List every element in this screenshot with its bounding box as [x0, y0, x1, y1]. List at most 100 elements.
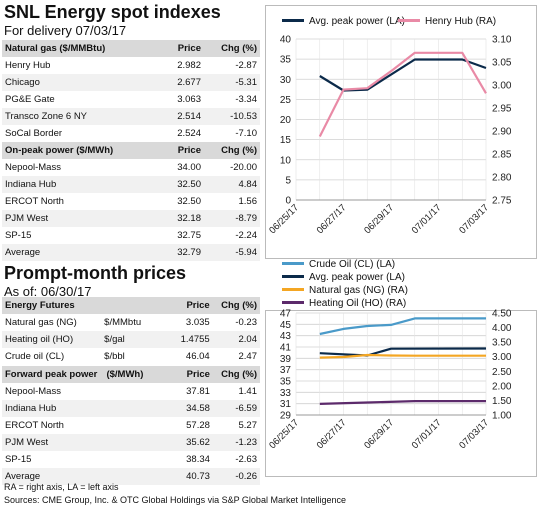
energy-row-cell: 3.035 — [185, 317, 210, 328]
forward-row-header-cell: ($/MWh) — [103, 366, 166, 383]
power-row-cell: ERCOT North — [5, 196, 64, 207]
prompt-chart-frame — [265, 310, 537, 477]
power-row-cell: SP-15 — [5, 230, 32, 241]
gas-row-header-cell: Natural gas ($/MMBtu) — [2, 40, 148, 57]
gas-row-cell: -5.31 — [204, 74, 260, 91]
legend-label: Heating Oil (HO) (RA) — [309, 298, 406, 309]
power-row-cell: 32.79 — [148, 244, 204, 261]
gas-row-cell: -3.34 — [235, 94, 257, 105]
right-tick-label: 4.50 — [492, 309, 512, 320]
right-tick-label: 3.05 — [492, 58, 512, 69]
spot-chart-frame — [265, 5, 537, 259]
power-row-cell: -20.00 — [230, 162, 257, 173]
left-tick-label: 41 — [280, 343, 292, 354]
power-row-cell: -2.24 — [235, 230, 257, 241]
x-tick-label: 06/27/17 — [315, 417, 349, 451]
right-tick-label: 3.10 — [492, 35, 512, 46]
right-tick-label: 2.00 — [492, 381, 512, 392]
forward-row-cell: -2.63 — [235, 454, 257, 465]
left-tick-label: 47 — [280, 309, 292, 320]
gas-row: SoCal Border 2.524 -7.10 — [2, 125, 260, 142]
left-tick-label: 35 — [280, 55, 292, 66]
forward-row-cell: -1.23 — [212, 434, 260, 451]
right-tick-label: 2.90 — [492, 127, 512, 138]
forward-row-cell: -0.26 — [212, 468, 260, 485]
forward-row-cell: SP-15 — [5, 454, 32, 465]
forward-row-cell: 5.27 — [238, 420, 258, 431]
left-tick-label: 10 — [280, 155, 292, 166]
energy-row-header-cell: Energy Futures — [2, 297, 102, 314]
gas-row-cell: -10.53 — [204, 108, 260, 125]
forward-row-cell: 57.28 — [186, 420, 210, 431]
forward-row: Nepool-Mass 37.81 1.41 — [2, 383, 260, 400]
energy-row-cell: $/gal — [101, 331, 165, 348]
right-tick-label: 3.00 — [492, 352, 512, 363]
energy-row-header-cell — [101, 297, 165, 314]
power-row-cell: 4.84 — [204, 176, 260, 193]
left-tick-label: 29 — [280, 411, 292, 422]
right-tick-label: 2.75 — [492, 196, 512, 207]
right-tick-label: 4.00 — [492, 323, 512, 334]
power-row-cell: Nepool-Mass — [5, 162, 61, 173]
series-line — [319, 353, 486, 359]
power-row-cell: 32.50 — [148, 176, 204, 193]
gas-row-cell: SoCal Border — [5, 128, 63, 139]
left-tick-label: 30 — [280, 75, 292, 86]
left-tick-label: 40 — [280, 35, 292, 46]
left-tick-label: 31 — [280, 399, 292, 410]
power-row-cell: 32.18 — [148, 210, 204, 227]
energy-row-cell: -0.23 — [235, 317, 257, 328]
gas-row-cell: Chicago — [2, 74, 148, 91]
gas-row: PG&E Gate 3.063 -3.34 — [2, 91, 260, 108]
gas-row: Transco Zone 6 NY 2.514 -10.53 — [2, 108, 260, 125]
x-tick-label: 06/25/17 — [267, 417, 301, 451]
gas-row-header-cell: Chg (%) — [204, 40, 260, 57]
legend-label: Avg. peak power (LA) — [309, 272, 405, 283]
left-tick-label: 35 — [280, 377, 292, 388]
gas-row-cell: Henry Hub — [5, 60, 51, 71]
series-line — [319, 400, 486, 405]
power-row-cell: 32.50 — [177, 196, 201, 207]
forward-row-cell: -6.59 — [212, 400, 260, 417]
energy-row-cell: Natural gas (NG) — [5, 317, 77, 328]
forward-row: PJM West 35.62 -1.23 — [2, 434, 260, 451]
series-line — [319, 317, 486, 336]
series-line — [318, 51, 487, 137]
forward-row-cell: ERCOT North — [5, 420, 64, 431]
forward-row: SP-15 38.34 -2.63 — [2, 451, 260, 468]
spot-power-table: On-peak power ($/MWh) Price Chg (%) Nepool-… — [2, 142, 260, 261]
forward-row-cell: 1.41 — [238, 386, 258, 397]
energy-row-header-cell: Chg (%) — [212, 297, 260, 314]
energy-row-cell: $/MMbtu — [104, 317, 142, 328]
forward-row-cell: Nepool-Mass — [5, 386, 61, 397]
gas-row: Chicago 2.677 -5.31 — [2, 74, 260, 91]
power-row-header: On-peak power ($/MWh) Price Chg (%) — [2, 142, 260, 159]
x-tick-label: 07/01/17 — [410, 417, 444, 451]
right-tick-label: 1.50 — [492, 396, 512, 407]
spot-gas-table: Natural gas ($/MMBtu) Price Chg (%) Henry H… — [2, 40, 260, 142]
gas-row-cell: 2.524 — [177, 128, 201, 139]
forward-row-header-cell: Forward peak power — [2, 366, 104, 383]
energy-row-cell: 46.04 — [185, 351, 210, 362]
energy-row-cell: 1.4755 — [164, 331, 213, 348]
left-tick-label: 45 — [280, 320, 292, 331]
forward-row-header-cell: Chg (%) — [212, 366, 260, 383]
power-row: Average 32.79 -5.94 — [2, 244, 260, 261]
energy-row-cell: Heating oil (HO) — [2, 331, 102, 348]
gas-row-cell: -2.87 — [235, 60, 257, 71]
forward-row-cell — [103, 468, 166, 485]
gas-row-header-cell: Price — [148, 40, 204, 57]
forward-row-cell: 37.81 — [186, 386, 210, 397]
energy-row-cell: 2.04 — [212, 331, 260, 348]
forward-row-cell: Indiana Hub — [2, 400, 104, 417]
power-row-header-cell: Chg (%) — [204, 142, 260, 159]
forward-row-cell: 40.73 — [165, 468, 213, 485]
left-tick-label: 43 — [280, 331, 292, 342]
right-tick-label: 2.80 — [492, 173, 512, 184]
power-row-cell: 34.00 — [177, 162, 201, 173]
forward-row: Average 40.73 -0.26 — [2, 468, 260, 485]
gas-row-cell: Transco Zone 6 NY — [2, 108, 148, 125]
power-row: Indiana Hub 32.50 4.84 — [2, 176, 260, 193]
power-row-header-cell: On-peak power ($/MWh) — [2, 142, 148, 159]
